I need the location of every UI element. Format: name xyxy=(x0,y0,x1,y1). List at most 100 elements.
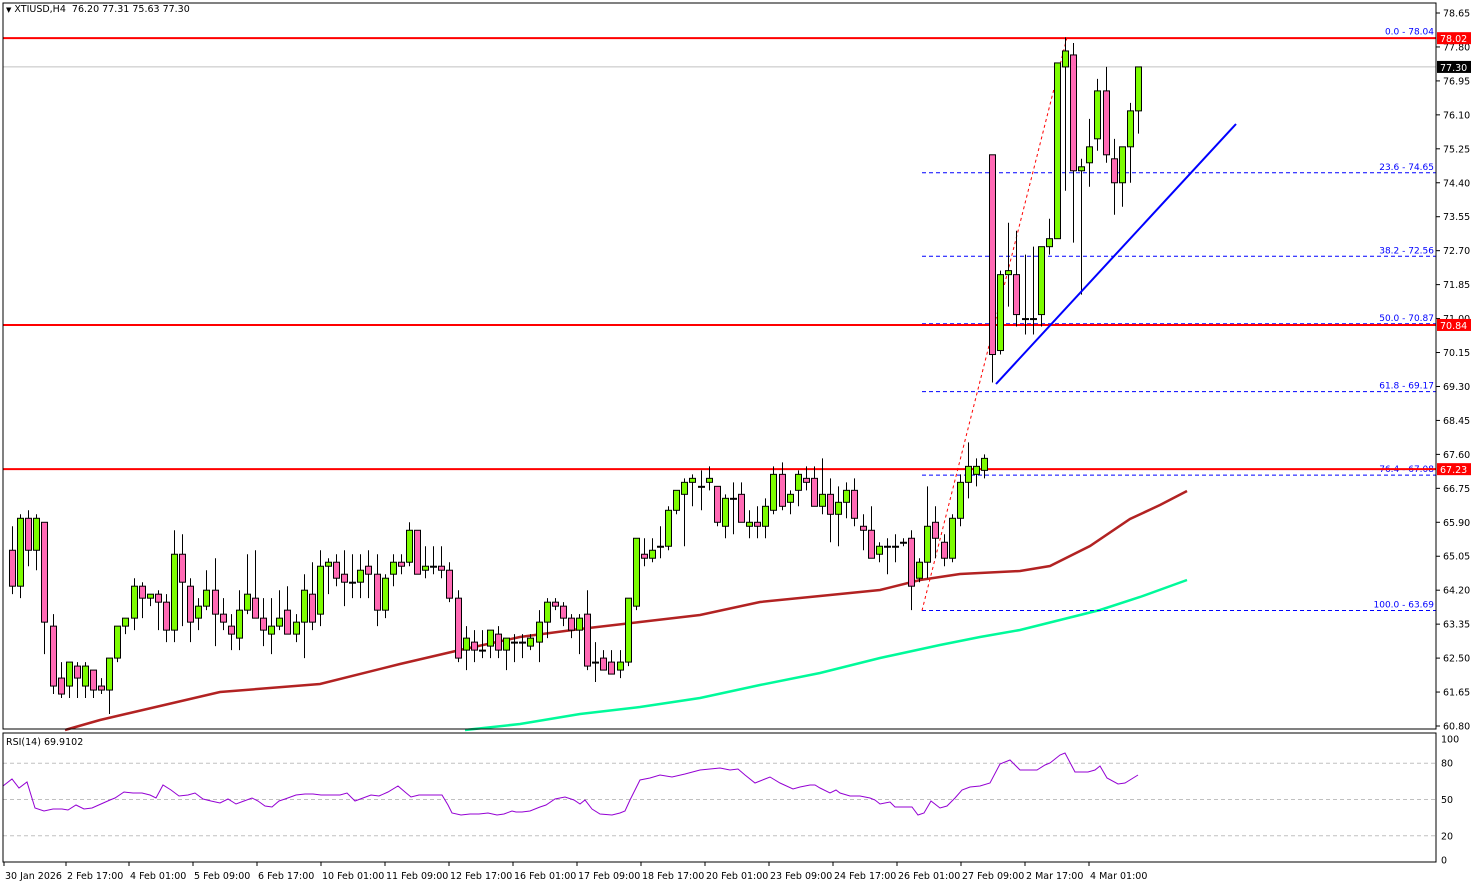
candle xyxy=(479,630,486,659)
bullish-candle-body xyxy=(357,569,364,583)
horizontal-levels[interactable] xyxy=(3,37,1436,471)
bearish-candle-body xyxy=(228,625,235,635)
bearish-candle-body xyxy=(851,489,858,519)
candle xyxy=(41,521,48,655)
bearish-candle-body xyxy=(98,685,105,691)
y-tick-label: 77.80 xyxy=(1443,42,1470,53)
candle xyxy=(187,578,194,643)
bullish-candle-body xyxy=(293,621,300,635)
candle xyxy=(633,537,640,611)
bullish-candle-body xyxy=(349,581,356,584)
dropdown-triangle-icon[interactable]: ▼ xyxy=(6,6,12,14)
bearish-candle-body xyxy=(260,617,267,631)
main-panel-border xyxy=(2,2,1437,730)
bearish-candle-body xyxy=(641,553,648,559)
bullish-candle-body xyxy=(884,545,891,548)
candle xyxy=(989,154,996,383)
bullish-candle-body xyxy=(527,637,534,647)
bullish-candle-body xyxy=(236,609,243,639)
candle xyxy=(681,478,688,547)
candle xyxy=(754,506,761,539)
bullish-candle-body xyxy=(633,537,640,607)
bullish-candle-body xyxy=(17,517,24,587)
bearish-candle-body xyxy=(600,657,607,671)
bullish-candle-body xyxy=(689,477,696,483)
fib-level-label: 100.0 - 63.69 xyxy=(1374,601,1435,611)
candle xyxy=(220,598,227,631)
bearish-candle-body xyxy=(374,573,381,611)
x-tick-label: 6 Feb 17:00 xyxy=(258,871,314,882)
candle xyxy=(722,494,729,539)
bullish-candle-body xyxy=(325,561,332,567)
bearish-candle-body xyxy=(471,641,478,651)
trend-line[interactable] xyxy=(995,123,1237,385)
candle xyxy=(147,593,154,607)
candle xyxy=(398,554,405,575)
y-tick-label: 68.45 xyxy=(1443,416,1470,427)
candle xyxy=(333,554,340,587)
bearish-candle-body xyxy=(90,669,97,691)
x-tick-label: 2 Mar 17:00 xyxy=(1026,871,1083,882)
candle xyxy=(957,474,964,527)
candle xyxy=(843,482,850,519)
price-tags: 78.02 70.84 67.23 77.30 xyxy=(1437,32,1471,476)
bullish-candle-body xyxy=(122,617,129,627)
bullish-candle-body xyxy=(1062,50,1069,68)
price-tag xyxy=(1437,318,1471,331)
candle xyxy=(803,466,810,491)
candle xyxy=(17,514,24,599)
candle xyxy=(981,454,988,479)
candle xyxy=(1022,254,1029,335)
candle xyxy=(365,550,372,599)
y-tick-label: 60.80 xyxy=(1443,722,1470,733)
y-tick-label: 71.85 xyxy=(1443,280,1470,291)
bearish-candle-body xyxy=(139,585,146,599)
bearish-candle-body xyxy=(455,597,462,659)
fib-level-label: 50.0 - 70.87 xyxy=(1379,314,1434,324)
rsi-line xyxy=(2,752,1139,816)
x-tick-label: 17 Feb 09:00 xyxy=(578,871,640,882)
x-tick-label: 30 Jan 2026 xyxy=(5,871,62,882)
price-tag-label: 67.23 xyxy=(1440,465,1467,476)
candle xyxy=(973,458,980,487)
bullish-candle-body xyxy=(390,561,397,575)
candle xyxy=(536,610,543,663)
bearish-candle-body xyxy=(284,609,291,635)
candle xyxy=(617,650,624,679)
price-tag xyxy=(1437,463,1471,476)
candle xyxy=(1103,66,1110,163)
candle xyxy=(503,637,510,671)
bullish-candle-body xyxy=(1119,146,1126,184)
bullish-candle-body xyxy=(649,549,656,559)
y-tick-label: 65.90 xyxy=(1443,518,1470,529)
candle xyxy=(730,482,737,535)
bullish-candle-body xyxy=(997,274,1004,352)
bullish-candle-body xyxy=(965,465,972,483)
bullish-candle-body xyxy=(195,605,202,619)
candle xyxy=(1030,246,1037,335)
y-tick-label: 67.60 xyxy=(1443,450,1470,461)
candle xyxy=(1070,42,1077,243)
rsi-title: RSI(14) 69.9102 xyxy=(6,737,84,748)
bearish-candle-body xyxy=(398,561,405,567)
candle xyxy=(114,625,121,663)
bearish-candle-body xyxy=(333,561,340,579)
x-tick-label: 4 Mar 01:00 xyxy=(1090,871,1147,882)
bearish-candle-body xyxy=(714,485,721,523)
candle xyxy=(949,514,956,563)
bullish-candle-body xyxy=(843,489,850,503)
bearish-candle-body xyxy=(860,525,867,531)
bullish-candle-body xyxy=(698,485,705,488)
bullish-candle-body xyxy=(665,509,672,547)
candlesticks xyxy=(9,37,1142,715)
candle xyxy=(1078,158,1085,295)
candle xyxy=(422,546,429,579)
bullish-trend-line xyxy=(995,123,1237,385)
y-tick-label: 66.75 xyxy=(1443,484,1470,495)
candle xyxy=(122,617,129,635)
candle xyxy=(268,598,275,655)
moving-averages xyxy=(64,489,1188,732)
bullish-candle-body xyxy=(657,545,664,548)
